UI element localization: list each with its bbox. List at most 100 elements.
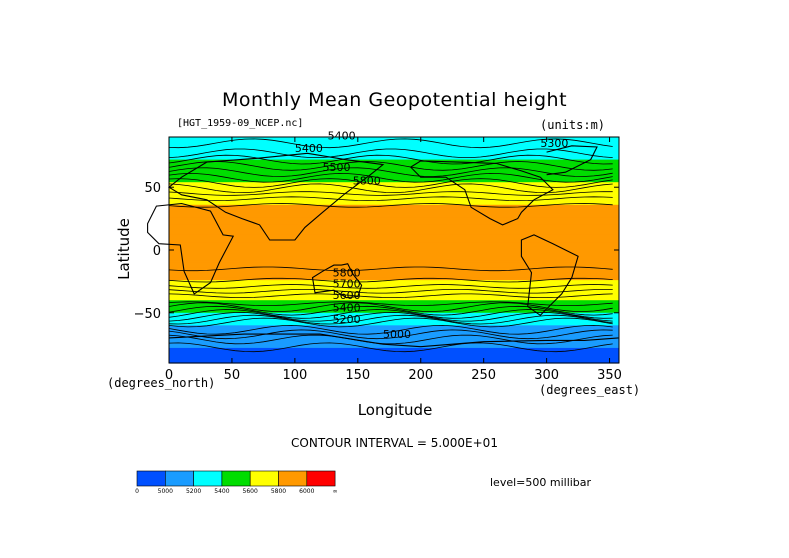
- field-band: [169, 280, 619, 284]
- x-tick-label: 350: [597, 368, 622, 383]
- field-band: [169, 222, 619, 226]
- field-band: [169, 139, 619, 143]
- contour-line: [168, 183, 613, 194]
- field-band: [169, 189, 619, 193]
- field-band: [169, 167, 619, 171]
- field-band: [169, 340, 619, 344]
- field-band: [169, 265, 619, 269]
- field-band: [169, 152, 619, 156]
- file-label: [HGT_1959-09_NCEP.nc]: [177, 118, 304, 129]
- coastline: [546, 145, 598, 176]
- field-band: [169, 179, 619, 183]
- x-tick-label: 150: [345, 368, 370, 383]
- field-band: [169, 347, 619, 352]
- field-band: [169, 209, 619, 213]
- contour-line: [168, 329, 613, 340]
- y-tick-label: 50: [144, 181, 161, 196]
- field-band: [169, 247, 619, 251]
- field-band: [169, 350, 619, 354]
- contour-line: [168, 161, 613, 171]
- colorbar-swatch: [278, 470, 308, 487]
- units-label: (units:m): [540, 118, 606, 132]
- field-band: [169, 355, 619, 359]
- colorbar-swatch: [165, 470, 194, 487]
- contour-line: [168, 317, 613, 328]
- level-note: level=500 millibar: [490, 476, 592, 489]
- field-band: [169, 302, 619, 306]
- contour-line: [168, 178, 613, 188]
- field-band: [169, 232, 619, 236]
- colorbar-swatch: [193, 470, 223, 487]
- x-tick-label: 250: [471, 368, 496, 383]
- field-band: [169, 219, 619, 223]
- field-band: [169, 169, 619, 173]
- colorbar-swatch: [306, 470, 336, 487]
- field-band: [169, 229, 619, 234]
- colorbar-label: ∞: [333, 488, 338, 495]
- colorbar-label: 5000: [158, 488, 173, 495]
- coastline: [168, 333, 619, 348]
- x-axis-label: Longitude: [357, 401, 433, 419]
- contour-label: 5800: [353, 175, 381, 188]
- field-band: [169, 307, 619, 311]
- field-band: [169, 352, 619, 357]
- contour-line: [168, 266, 613, 272]
- contour-line: [168, 342, 613, 353]
- y-axis-units: (degrees_north): [107, 376, 216, 390]
- y-tick-label: 0: [153, 244, 161, 259]
- field-band: [169, 345, 619, 349]
- field-band: [169, 137, 619, 141]
- field-band: [169, 337, 619, 341]
- field-band: [169, 335, 619, 339]
- field-band: [169, 327, 619, 331]
- contour-line: [168, 324, 613, 335]
- field-band: [169, 164, 619, 168]
- field-band: [169, 214, 619, 218]
- x-tick-label: 50: [224, 368, 241, 383]
- contour-line: [168, 167, 613, 177]
- field-band: [169, 322, 619, 326]
- field-band: [169, 315, 619, 319]
- field-band: [169, 290, 619, 294]
- field-band: [169, 330, 619, 334]
- contour-lines: [168, 138, 613, 353]
- field-band: [169, 144, 619, 148]
- contour-label: 5500: [323, 161, 351, 174]
- field-band: [169, 270, 619, 274]
- contour-label: 5000: [383, 328, 411, 341]
- colorbar-label: 5200: [186, 488, 201, 495]
- field-band: [169, 149, 619, 153]
- colorbar-label: 5600: [243, 488, 258, 495]
- field-band: [169, 292, 619, 296]
- contour-line: [168, 148, 613, 158]
- y-tick-label: −50: [134, 307, 161, 322]
- contour-line: [168, 301, 613, 307]
- contour-label: 5600: [333, 289, 361, 302]
- x-tick-label: 100: [282, 368, 307, 383]
- field-band: [169, 174, 619, 178]
- field-band: [169, 305, 619, 309]
- contour-line: [168, 154, 613, 165]
- field-band: [169, 300, 619, 304]
- field-band: [169, 255, 619, 259]
- coastline: [520, 234, 579, 317]
- field-band: [169, 310, 619, 314]
- coastline: [311, 263, 363, 299]
- field-band: [169, 194, 619, 198]
- colorbar-swatch: [249, 470, 279, 487]
- field-band: [169, 312, 619, 316]
- contour-label: 5300: [540, 137, 568, 150]
- field-band: [169, 212, 619, 216]
- contour-line: [168, 293, 613, 298]
- colorbar-label: 6000: [299, 488, 314, 495]
- field-band: [169, 204, 619, 208]
- contour-line: [168, 334, 613, 345]
- field-band: [169, 217, 619, 221]
- contour-line: [168, 277, 613, 283]
- contour-line: [168, 196, 613, 202]
- coastline: [409, 160, 554, 226]
- contour-line: [168, 203, 613, 208]
- field-band: [169, 252, 619, 256]
- field-band: [169, 272, 619, 276]
